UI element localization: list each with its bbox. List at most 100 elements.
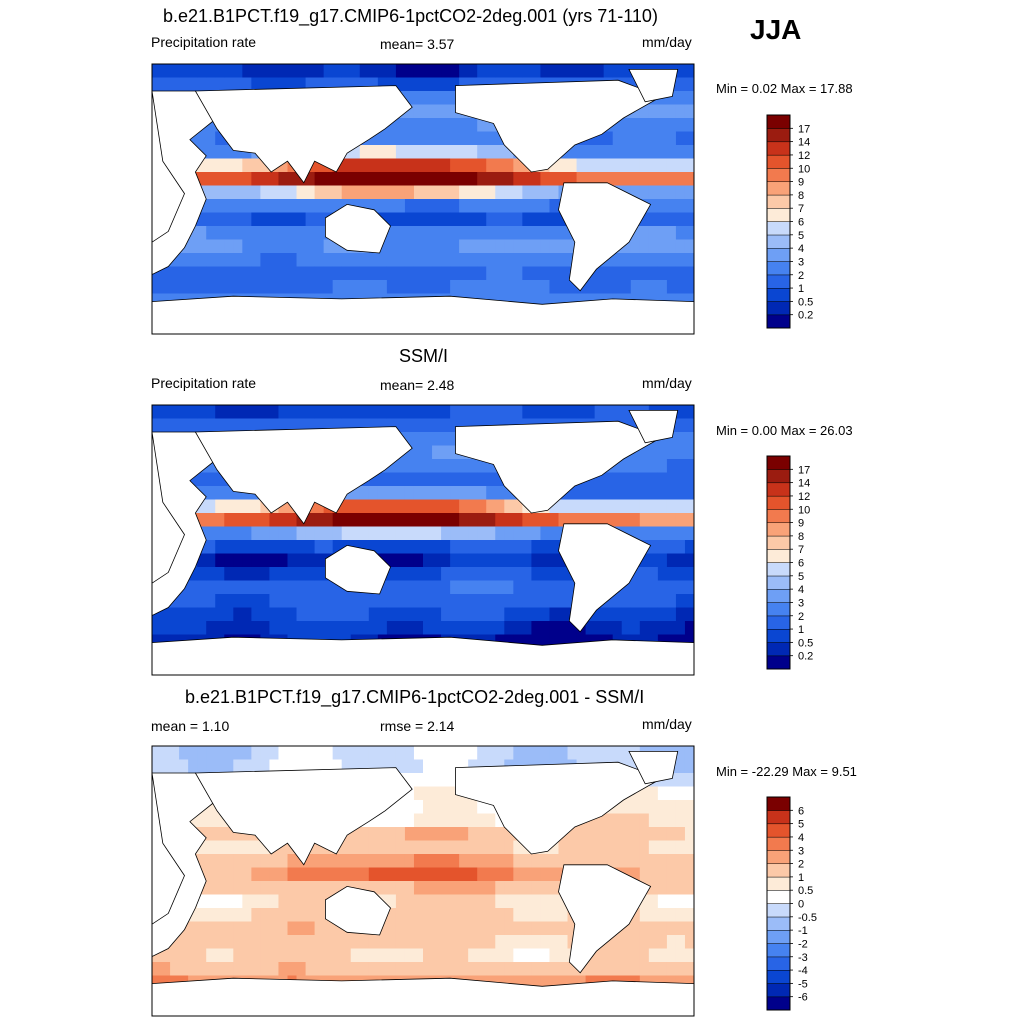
colorbar-swatch bbox=[766, 956, 791, 971]
panel-3-landmass bbox=[152, 977, 694, 1016]
colorbar-swatch bbox=[766, 628, 791, 643]
colorbar-tick-label: 0.2 bbox=[798, 651, 813, 663]
colorbar-swatch bbox=[766, 615, 791, 630]
colorbar-swatch bbox=[766, 114, 791, 129]
colorbar-swatch bbox=[766, 154, 791, 169]
colorbar-tick-label: 3 bbox=[798, 597, 804, 609]
panel-3-landmass bbox=[324, 885, 391, 936]
colorbar-swatch bbox=[766, 509, 791, 524]
colorbar-swatch bbox=[766, 969, 791, 984]
panel-1-map bbox=[152, 64, 694, 334]
panel-2-landmass bbox=[152, 431, 185, 584]
colorbar-tick-label: -3 bbox=[798, 952, 808, 964]
colorbar-swatch bbox=[766, 207, 791, 222]
colorbar-tick-label: -4 bbox=[798, 965, 808, 977]
panel-1-title: b.e21.B1PCT.f19_g17.CMIP6-1pctCO2-2deg.0… bbox=[163, 6, 658, 26]
colorbar-swatch bbox=[766, 916, 791, 931]
colorbar-swatch bbox=[766, 274, 791, 289]
colorbar-tick-label: 2 bbox=[798, 270, 804, 282]
colorbar-swatch bbox=[766, 575, 791, 590]
colorbar-swatch bbox=[766, 602, 791, 617]
colorbar-swatch bbox=[766, 522, 791, 537]
season-label: JJA bbox=[750, 14, 802, 45]
colorbar-swatch bbox=[766, 469, 791, 484]
colorbar-tick-label: 12 bbox=[798, 150, 810, 162]
panel-1-frame bbox=[151, 63, 695, 335]
colorbar-tick-label: 7 bbox=[798, 203, 804, 215]
colorbar-tick-label: 3 bbox=[798, 256, 804, 268]
colorbar-swatch bbox=[766, 495, 791, 510]
panel-2-map bbox=[152, 405, 694, 675]
panel-1-landmass bbox=[194, 85, 413, 184]
colorbar-swatch bbox=[766, 234, 791, 249]
colorbar-tick-label: 1 bbox=[798, 872, 804, 884]
panel-1-landmass bbox=[558, 182, 652, 292]
colorbar-swatch bbox=[766, 562, 791, 577]
colorbar-swatch bbox=[766, 247, 791, 262]
colorbar-tick-label: 1 bbox=[798, 283, 804, 295]
colorbar-swatch bbox=[766, 876, 791, 891]
colorbar-tick-label: 4 bbox=[798, 832, 804, 844]
panel-2-minmax: Min = 0.00 Max = 26.03 bbox=[716, 423, 853, 438]
colorbar-swatch bbox=[766, 889, 791, 904]
colorbar-swatch bbox=[766, 983, 791, 998]
colorbar-swatch bbox=[766, 455, 791, 470]
colorbar-swatch bbox=[766, 996, 791, 1011]
colorbar-tick-label: -0.5 bbox=[798, 912, 817, 924]
colorbar-swatch bbox=[766, 128, 791, 143]
colorbar-swatch bbox=[766, 903, 791, 918]
panel-2-units: mm/day bbox=[642, 375, 692, 391]
panel-2-landmass bbox=[558, 523, 652, 633]
colorbar-tick-label: 5 bbox=[798, 819, 804, 831]
colorbar-tick-label: 4 bbox=[798, 584, 804, 596]
colorbar-tick-label: 0.5 bbox=[798, 296, 813, 308]
colorbar-swatch bbox=[766, 301, 791, 316]
colorbar-swatch bbox=[766, 261, 791, 276]
colorbar-swatch bbox=[766, 810, 791, 825]
colorbar-swatch bbox=[766, 168, 791, 183]
colorbar-swatch bbox=[766, 863, 791, 878]
colorbar-swatch bbox=[766, 929, 791, 944]
colorbar-swatch bbox=[766, 655, 791, 670]
colorbar-swatch bbox=[766, 181, 791, 196]
colorbar-swatch bbox=[766, 548, 791, 563]
panel-2-title: SSM/I bbox=[399, 346, 449, 366]
colorbar-tick-label: 0.5 bbox=[798, 637, 813, 649]
panel-2-frame bbox=[151, 404, 695, 676]
colorbar-swatch bbox=[766, 823, 791, 838]
colorbar-tick-label: 6 bbox=[798, 805, 804, 817]
colorbar-swatch bbox=[766, 535, 791, 550]
colorbar-tick-label: 14 bbox=[798, 137, 810, 149]
colorbar-tick-label: 2 bbox=[798, 859, 804, 871]
panel-3-minmax: Min = -22.29 Max = 9.51 bbox=[716, 764, 857, 779]
panel-3-colorbar: -6 -5-4-3 -2-1-0.50 0.512 345 6 bbox=[766, 796, 817, 1011]
colorbar-swatch bbox=[766, 221, 791, 236]
colorbar-tick-label: 3 bbox=[798, 845, 804, 857]
colorbar-swatch bbox=[766, 796, 791, 811]
colorbar-tick-label: 0 bbox=[798, 899, 804, 911]
panel-2-landmass bbox=[628, 409, 679, 444]
panel-1-landmass bbox=[152, 90, 185, 243]
colorbar-tick-label: -6 bbox=[798, 992, 808, 1004]
colorbar-tick-label: -2 bbox=[798, 938, 808, 950]
colorbar-tick-label: 8 bbox=[798, 531, 804, 543]
panel-3-rmse-label: rmse = 2.14 bbox=[380, 718, 455, 734]
panel-1-landmass bbox=[152, 295, 694, 334]
colorbar-tick-label: -5 bbox=[798, 978, 808, 990]
colorbar-tick-label: 12 bbox=[798, 491, 810, 503]
panel-2-mean-label: mean= 2.48 bbox=[380, 377, 455, 393]
colorbar-tick-label: 5 bbox=[798, 571, 804, 583]
colorbar-swatch bbox=[766, 287, 791, 302]
colorbar-swatch bbox=[766, 482, 791, 497]
colorbar-tick-label: 10 bbox=[798, 163, 810, 175]
colorbar-tick-label: 2 bbox=[798, 611, 804, 623]
colorbar-tick-label: 9 bbox=[798, 177, 804, 189]
panel-1-minmax: Min = 0.02 Max = 17.88 bbox=[716, 81, 853, 96]
colorbar-swatch bbox=[766, 314, 791, 329]
colorbar-swatch bbox=[766, 943, 791, 958]
panel-1-landmass bbox=[628, 69, 679, 103]
panel-3-landmass bbox=[628, 751, 679, 785]
colorbar-swatch bbox=[766, 141, 791, 156]
